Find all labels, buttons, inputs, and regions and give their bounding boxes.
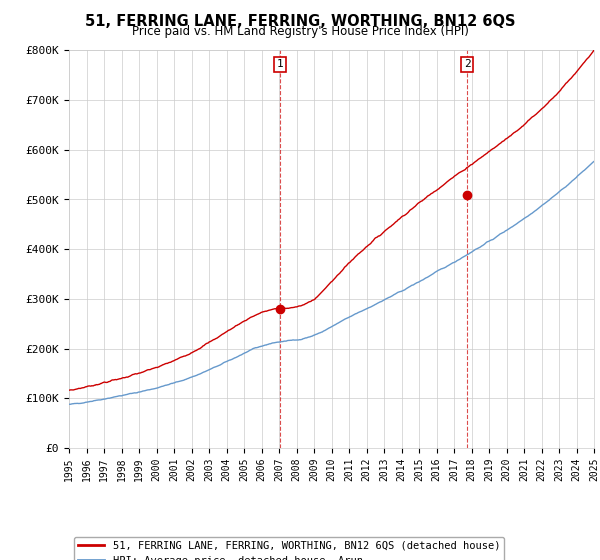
Text: 51, FERRING LANE, FERRING, WORTHING, BN12 6QS: 51, FERRING LANE, FERRING, WORTHING, BN1…: [85, 14, 515, 29]
Text: Price paid vs. HM Land Registry's House Price Index (HPI): Price paid vs. HM Land Registry's House …: [131, 25, 469, 38]
Text: 1: 1: [277, 59, 283, 69]
Legend: 51, FERRING LANE, FERRING, WORTHING, BN12 6QS (detached house), HPI: Average pri: 51, FERRING LANE, FERRING, WORTHING, BN1…: [74, 536, 505, 560]
Text: 2: 2: [464, 59, 470, 69]
